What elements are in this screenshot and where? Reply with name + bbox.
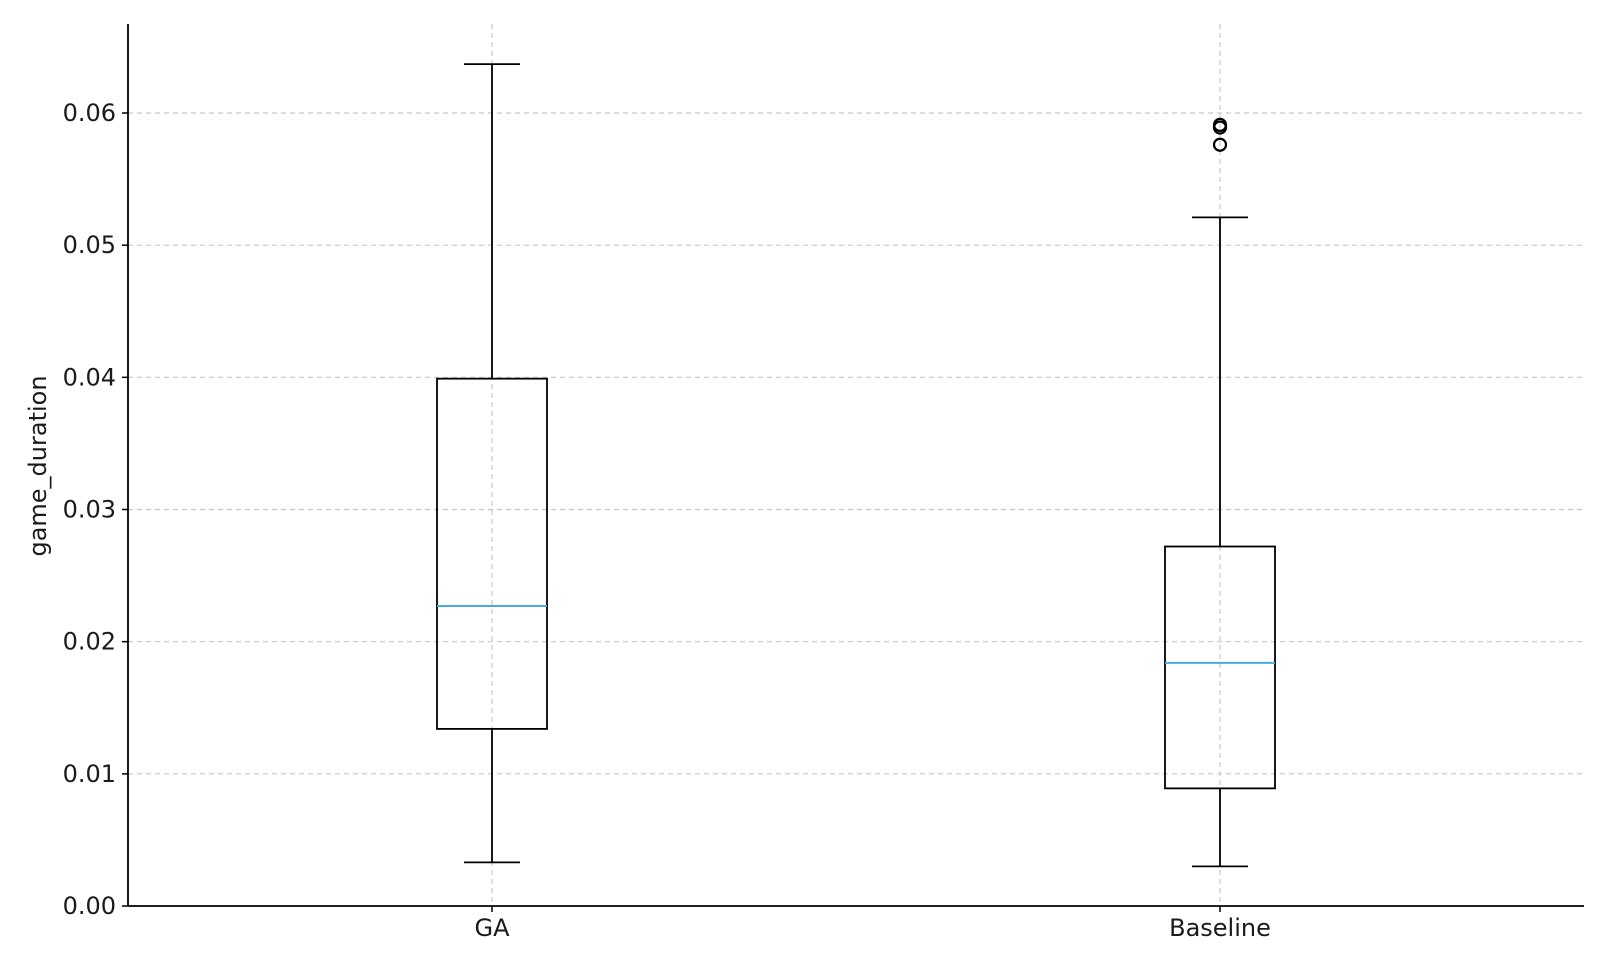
grid-layer bbox=[128, 24, 1584, 906]
x-axis-ticks: GA Baseline bbox=[474, 906, 1271, 942]
box-ga bbox=[436, 63, 548, 864]
outlier-point bbox=[1212, 137, 1228, 152]
y-axis-ticks: 0.00 0.01 0.02 0.03 0.04 0.05 0.06 bbox=[63, 99, 128, 920]
y-tick-label: 0.01 bbox=[63, 760, 116, 788]
y-tick-label: 0.04 bbox=[63, 363, 116, 391]
y-tick-label: 0.02 bbox=[63, 628, 116, 656]
x-tick-label: Baseline bbox=[1169, 914, 1271, 942]
iqr-box bbox=[1164, 545, 1276, 790]
box-baseline bbox=[1164, 117, 1276, 868]
y-tick-label: 0.00 bbox=[63, 892, 116, 920]
y-tick-label: 0.03 bbox=[63, 496, 116, 524]
y-axis-label: game_duration bbox=[24, 375, 52, 556]
boxes-layer bbox=[436, 63, 1276, 868]
y-tick-label: 0.06 bbox=[63, 99, 116, 127]
x-tick-label: GA bbox=[474, 914, 510, 942]
iqr-box bbox=[436, 377, 548, 730]
outlier-point bbox=[1212, 117, 1228, 132]
y-tick-label: 0.05 bbox=[63, 231, 116, 259]
